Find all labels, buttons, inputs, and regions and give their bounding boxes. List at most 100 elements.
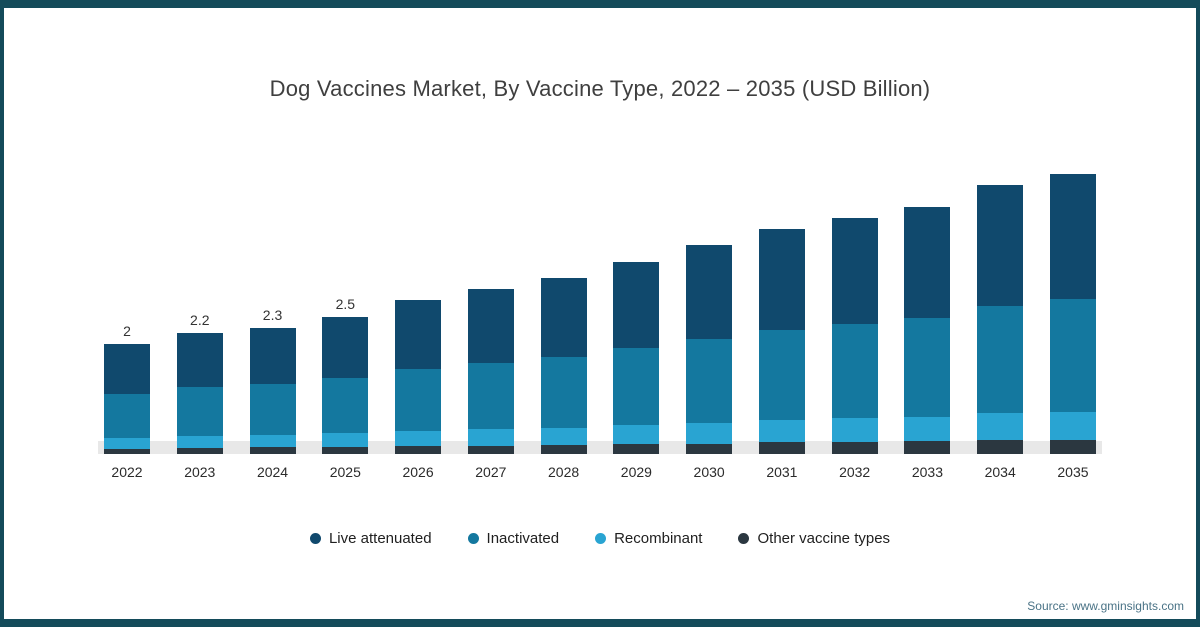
- x-axis-label: 2027: [475, 464, 507, 480]
- legend-label: Live attenuated: [328, 530, 432, 547]
- bar-segment-recombinant: [395, 430, 442, 447]
- x-axis-label: 2023: [184, 464, 216, 480]
- bar-column: 2.5: [322, 295, 369, 454]
- bar-segment-live-attenuated: [831, 217, 878, 324]
- bar-segment-live-attenuated: [977, 184, 1024, 306]
- bar-segment-other-vaccine-types: [977, 440, 1024, 454]
- legend-label: Recombinant: [614, 530, 703, 547]
- bar-segment-other-vaccine-types: [176, 447, 223, 454]
- bar-segment-inactivated: [1049, 299, 1096, 412]
- bar-segment-other-vaccine-types: [540, 445, 587, 454]
- x-axis-label: 2026: [402, 464, 434, 480]
- bar-segment-inactivated: [467, 363, 514, 430]
- x-axis-label: 2024: [256, 464, 289, 480]
- bar-segment-other-vaccine-types: [831, 441, 878, 454]
- legend: Live attenuated Inactivated Recombinant Oth…: [4, 530, 1196, 547]
- x-axis-label: 2030: [693, 464, 725, 480]
- bar-segment-other-vaccine-types: [613, 444, 660, 454]
- x-axis-labels: 2022 2023 2024 2025 2026 2027 2028 2029 2030 2031…: [104, 464, 1096, 480]
- bar-column: 2: [104, 323, 150, 454]
- plot-area: 2 2.2 2.3 2.5: [98, 154, 1102, 454]
- chart-card: Dog Vaccines Market, By Vaccine Type, 20…: [4, 8, 1196, 619]
- bar-segment-recombinant: [104, 437, 150, 449]
- bar-segment-recombinant: [613, 424, 660, 445]
- bar-segment-recombinant: [758, 419, 805, 443]
- x-axis-label: 2032: [839, 464, 871, 480]
- bar-segment-other-vaccine-types: [467, 445, 514, 454]
- legend-dot-icon: [467, 533, 479, 544]
- legend-dot-icon: [595, 533, 607, 544]
- bar-segment-inactivated: [977, 305, 1024, 414]
- bar-segment-other-vaccine-types: [686, 443, 733, 454]
- bar-segment-live-attenuated: [467, 289, 514, 364]
- bar-column: [977, 184, 1024, 454]
- chart-title: Dog Vaccines Market, By Vaccine Type, 20…: [269, 76, 931, 101]
- bar-segment-other-vaccine-types: [395, 446, 442, 454]
- bar-segment-inactivated: [613, 347, 660, 425]
- bar-segment-recombinant: [831, 418, 878, 442]
- legend-label: Other vaccine types: [757, 530, 891, 547]
- x-axis-label: 2033: [911, 464, 943, 480]
- bar-segment-inactivated: [831, 323, 878, 419]
- bar-segment-live-attenuated: [686, 245, 733, 340]
- legend-dot-icon: [309, 533, 321, 544]
- x-axis-label: 2022: [111, 464, 143, 480]
- bar-value-label: 2.5: [335, 295, 356, 312]
- legend-label: Inactivated: [486, 530, 560, 547]
- bar-segment-live-attenuated: [395, 300, 442, 370]
- bar-segment-recombinant: [176, 435, 223, 448]
- bar-value-label: 2: [123, 323, 131, 339]
- bar-segment-live-attenuated: [176, 333, 223, 388]
- bar-segment-inactivated: [176, 387, 223, 436]
- bar-segment-recombinant: [540, 427, 587, 446]
- bar-segment-other-vaccine-types: [249, 447, 296, 454]
- x-axis-label: 2029: [620, 464, 652, 480]
- source-attribution: Source: www.gminsights.com: [1027, 599, 1184, 613]
- bar-value-label: 2.2: [190, 312, 210, 329]
- bar-column: [613, 261, 660, 454]
- bar-segment-recombinant: [977, 413, 1024, 441]
- bar-segment-live-attenuated: [613, 261, 660, 348]
- bar-segment-other-vaccine-types: [1049, 439, 1096, 454]
- bar-segment-inactivated: [395, 369, 442, 431]
- x-axis-label: 2025: [329, 464, 361, 480]
- x-axis-label: 2031: [766, 464, 798, 480]
- bar-value-label: 2.3: [262, 306, 283, 323]
- bar-column: [540, 278, 587, 454]
- bar-segment-recombinant: [1049, 411, 1096, 440]
- bar-column: [758, 228, 805, 454]
- legend-item: Inactivated: [467, 530, 560, 547]
- bar-segment-live-attenuated: [1049, 173, 1096, 300]
- bar-column: 2.3: [249, 306, 296, 454]
- x-axis-label: 2035: [1057, 464, 1089, 480]
- bar-column: 2.2: [176, 312, 223, 454]
- bar-segment-recombinant: [249, 434, 296, 448]
- bar-segment-inactivated: [904, 317, 951, 417]
- bar-segment-inactivated: [249, 384, 296, 435]
- bar-segment-recombinant: [467, 429, 514, 446]
- bar-column: [686, 245, 733, 454]
- bar-segment-inactivated: [322, 378, 369, 434]
- bar-segment-live-attenuated: [249, 327, 296, 385]
- bar-segment-inactivated: [540, 357, 587, 428]
- bar-segment-other-vaccine-types: [322, 446, 369, 454]
- bar-segment-recombinant: [904, 416, 951, 442]
- legend-dot-icon: [738, 533, 750, 544]
- bar-segment-live-attenuated: [540, 278, 587, 358]
- bar-segment-other-vaccine-types: [104, 448, 150, 454]
- bar-segment-inactivated: [686, 339, 733, 423]
- bar-segment-inactivated: [758, 329, 805, 420]
- bar-segment-live-attenuated: [758, 228, 805, 330]
- bars: 2 2.2 2.3 2.5: [104, 154, 1096, 454]
- bar-segment-other-vaccine-types: [758, 442, 805, 454]
- legend-item: Other vaccine types: [738, 530, 890, 547]
- bar-column: [395, 300, 442, 454]
- bar-segment-recombinant: [322, 433, 369, 447]
- bar-column: [904, 206, 951, 454]
- bar-column: [467, 289, 514, 454]
- bar-segment-recombinant: [686, 422, 733, 444]
- bar-column: [831, 217, 878, 454]
- bar-column: [1049, 173, 1096, 454]
- legend-item: Live attenuated: [309, 530, 432, 547]
- legend-item: Recombinant: [595, 530, 702, 547]
